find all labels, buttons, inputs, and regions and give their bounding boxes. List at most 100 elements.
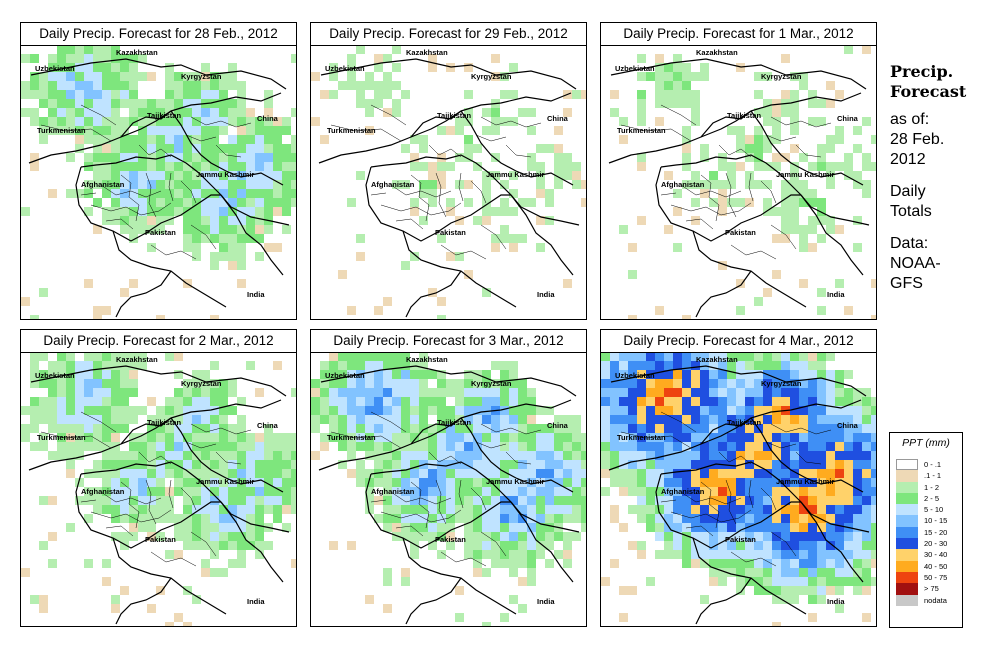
map-label-jammu-kashmir: Jammu Kashmir: [486, 170, 544, 179]
map-label-kyrgyzstan: Kyrgyzstan: [761, 72, 802, 81]
country-boundary: [410, 417, 462, 445]
map-label-tajikistan: Tajikistan: [147, 418, 181, 427]
country-boundary: [112, 537, 227, 615]
country-boundary: [318, 417, 462, 471]
country-boundary: [610, 365, 867, 397]
country-boundary: [170, 417, 284, 493]
country-boundary: [120, 417, 172, 445]
country-boundary: [660, 154, 812, 208]
province-boundary: [760, 487, 777, 511]
province-boundary: [660, 499, 677, 503]
country-boundary: [365, 473, 511, 549]
legend-label: 30 - 40: [924, 550, 948, 560]
province-boundary: [795, 451, 822, 465]
province-boundary: [660, 411, 697, 433]
map-label-pakistan: Pakistan: [145, 228, 176, 237]
country-boundary: [170, 399, 282, 419]
province-boundary: [190, 423, 252, 435]
precip-cells: [21, 352, 296, 626]
country-boundary: [370, 461, 522, 515]
precip-map: Kazakhstan Uzbekistan Kyrgyzstan Tajikistan…: [601, 352, 876, 626]
legend-swatch: [896, 571, 918, 584]
map-svg: Kazakhstan Uzbekistan Kyrgyzstan Tajikistan…: [601, 352, 876, 626]
province-boundary: [470, 487, 487, 511]
legend-label: 40 - 50: [924, 561, 948, 571]
country-boundary: [80, 461, 232, 515]
map-label-india: India: [247, 290, 265, 299]
forecast-panel-4: Daily Precip. Forecast for 2 Mar., 2012 …: [20, 329, 297, 627]
map-label-turkmenistan: Turkmenistan: [327, 433, 376, 442]
totals-line1: Daily: [890, 183, 926, 200]
map-label-kazakhstan: Kazakhstan: [406, 355, 448, 364]
map-label-kazakhstan: Kazakhstan: [116, 355, 158, 364]
map-label-kyrgyzstan: Kyrgyzstan: [471, 379, 512, 388]
map-label-pakistan: Pakistan: [435, 535, 466, 544]
province-boundary: [620, 431, 692, 449]
country-boundary: [800, 194, 864, 276]
province-boundary: [475, 441, 507, 449]
asof-date: 28 Feb.: [890, 131, 945, 148]
province-boundary: [680, 491, 742, 505]
country-boundary: [75, 166, 221, 242]
legend-label: .1 - 1: [924, 471, 942, 481]
province-boundary: [748, 479, 754, 509]
map-label-jammu-kashmir: Jammu Kashmir: [776, 170, 834, 179]
province-boundary: [458, 172, 464, 202]
country-boundary: [610, 58, 867, 90]
country-boundary: [510, 194, 574, 276]
province-boundary: [748, 172, 754, 202]
province-boundary: [145, 172, 157, 218]
country-boundary: [30, 365, 287, 397]
map-label-afghanistan: Afghanistan: [661, 487, 705, 496]
map-label-jammu-kashmir: Jammu Kashmir: [196, 170, 254, 179]
province-boundary: [475, 134, 507, 142]
province-boundary: [190, 116, 252, 128]
province-boundary: [470, 180, 487, 204]
country-boundary: [692, 230, 807, 308]
precip-map: Kazakhstan Uzbekistan Kyrgyzstan Tajikistan…: [21, 352, 296, 626]
country-boundary: [28, 110, 172, 164]
map-label-kazakhstan: Kazakhstan: [696, 355, 738, 364]
province-boundary: [660, 192, 677, 196]
map-label-kyrgyzstan: Kyrgyzstan: [181, 72, 222, 81]
country-boundary: [230, 513, 290, 533]
forecast-panel-2: Daily Precip. Forecast for 29 Feb., 2012…: [310, 22, 587, 320]
province-boundary: [370, 192, 387, 196]
map-label-jammu-kashmir: Jammu Kashmir: [776, 477, 834, 486]
forecast-panel-6: Daily Precip. Forecast for 4 Mar., 2012 …: [600, 329, 877, 627]
map-label-tajikistan: Tajikistan: [437, 418, 471, 427]
map-label-afghanistan: Afghanistan: [661, 180, 705, 189]
country-boundary: [660, 461, 812, 515]
country-boundary: [370, 154, 522, 208]
province-boundary: [428, 144, 462, 158]
province-boundary: [215, 144, 242, 158]
province-boundary: [435, 479, 447, 525]
country-boundary: [750, 92, 862, 112]
map-svg: Kazakhstan Uzbekistan Kyrgyzstan Tajikistan…: [311, 45, 586, 319]
map-label-kyrgyzstan: Kyrgyzstan: [181, 379, 222, 388]
map-label-turkmenistan: Turkmenistan: [37, 433, 86, 442]
province-boundary: [185, 134, 217, 142]
province-boundary: [660, 104, 697, 126]
legend-swatch: [896, 583, 918, 595]
province-boundary: [150, 244, 197, 260]
country-boundary: [402, 230, 517, 308]
map-label-kyrgyzstan: Kyrgyzstan: [471, 72, 512, 81]
map-label-china: China: [547, 421, 569, 430]
province-boundary: [435, 172, 447, 218]
province-boundary: [670, 202, 752, 216]
province-boundary: [380, 509, 462, 523]
precip-cells: [21, 45, 296, 319]
legend-swatch: [896, 481, 918, 493]
map-label-china: China: [837, 114, 859, 123]
country-boundary: [460, 92, 572, 112]
legend-title: PPT (mm): [902, 437, 950, 449]
country-boundary: [695, 270, 752, 318]
legend-label: 5 - 10: [924, 505, 944, 515]
map-label-afghanistan: Afghanistan: [81, 487, 125, 496]
province-boundary: [770, 116, 832, 128]
precip-cells: [610, 45, 876, 319]
country-boundary: [365, 166, 511, 242]
precip-map: Kazakhstan Uzbekistan Kyrgyzstan Tajikistan…: [21, 45, 296, 319]
country-boundary: [75, 473, 221, 549]
